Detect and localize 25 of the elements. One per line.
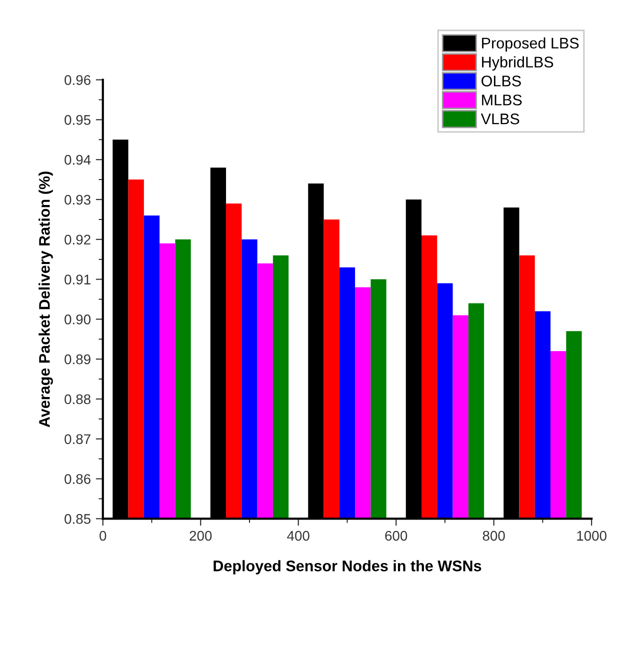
legend-label: Proposed LBS: [482, 37, 579, 52]
x-tick-label: 0: [100, 530, 106, 541]
y-tick-label: 0.93: [64, 194, 90, 205]
y-axis-title: Average Packet Delivery Ration (%): [38, 172, 53, 428]
y-tick-label: 0.86: [64, 474, 90, 484]
x-tick-label: 600: [385, 530, 408, 541]
x-tick-label: 200: [190, 530, 212, 541]
x-tick-label: 1000: [577, 530, 606, 541]
y-tick-label: 0.87: [64, 434, 90, 444]
y-tick-label: 0.90: [64, 314, 91, 324]
legend-label: OLBS: [482, 76, 521, 86]
y-tick-label: 0.95: [64, 115, 90, 125]
x-tick-label: 800: [482, 530, 505, 541]
legend-label: VLBS: [480, 114, 520, 124]
y-tick-label: 0.94: [64, 154, 91, 165]
legend-label: HybridLBS: [482, 56, 554, 71]
y-tick-label: 0.91: [64, 274, 90, 284]
x-axis-title: Deployed Sensor Nodes in the WSNs: [214, 560, 482, 574]
x-tick-label: 400: [287, 530, 310, 541]
y-tick-label: 0.88: [64, 394, 90, 404]
legend-label: MLBS: [482, 94, 522, 106]
y-tick-label: 0.96: [64, 75, 90, 85]
y-tick-label: 0.92: [64, 234, 90, 245]
y-tick-label: 0.89: [64, 354, 90, 364]
y-tick-label: 0.85: [64, 514, 90, 524]
